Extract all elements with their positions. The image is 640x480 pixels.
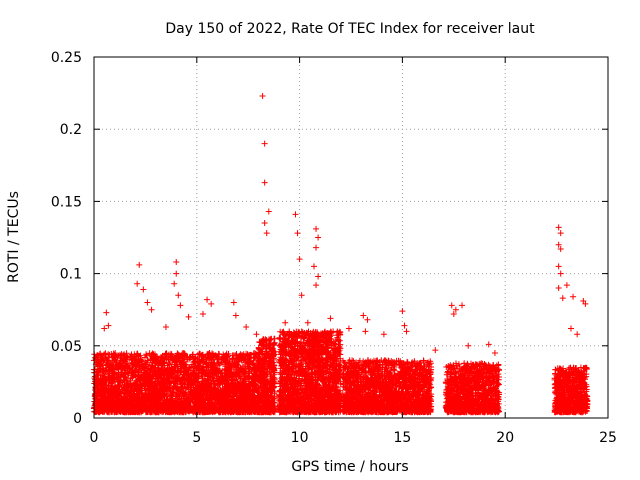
roti-point-cloud: [91, 328, 591, 416]
roti-point: [557, 270, 564, 277]
roti-point: [259, 92, 266, 99]
roti-point: [261, 179, 268, 186]
roti-point: [162, 324, 169, 331]
x-axis-label: GPS time / hours: [291, 459, 408, 475]
roti-point: [173, 270, 180, 277]
roti-point: [559, 295, 566, 302]
roti-point: [134, 280, 141, 287]
roti-point: [313, 282, 320, 289]
roti-point: [364, 316, 371, 323]
y-tick-label: 0.05: [51, 339, 82, 355]
roti-point: [345, 325, 352, 332]
data-points: [91, 92, 591, 416]
roti-point: [401, 322, 408, 329]
roti-point: [253, 331, 260, 338]
chart-title: Day 150 of 2022, Rate Of TEC Index for r…: [165, 21, 535, 37]
x-tick-label: 25: [599, 430, 617, 446]
x-tick-label: 10: [291, 430, 309, 446]
roti-point: [450, 311, 457, 318]
roti-point: [298, 292, 305, 299]
roti-point: [101, 325, 108, 332]
roti-point: [177, 302, 184, 309]
roti-point: [327, 315, 334, 322]
roti-point: [173, 259, 180, 266]
roti-point: [574, 331, 581, 338]
roti-point: [243, 324, 250, 331]
x-tick-label: 20: [496, 430, 514, 446]
roti-point: [313, 225, 320, 232]
gridlines: [94, 57, 608, 418]
roti-point: [261, 220, 268, 227]
x-tick-label: 15: [393, 430, 411, 446]
roti-point: [140, 286, 147, 293]
roti-point: [465, 342, 472, 349]
axis-ticks: 0 5 10 15 20 25 0 0.05 0.1 0.15 0.2 0.25: [51, 50, 617, 446]
roti-point: [491, 350, 498, 357]
y-tick-label: 0.15: [51, 194, 82, 210]
roti-point: [296, 256, 303, 263]
roti-point: [136, 261, 143, 268]
roti-point: [380, 331, 387, 338]
roti-point: [360, 312, 367, 319]
roti-point: [563, 282, 570, 289]
y-axis-label: ROTI / TECUs: [6, 191, 22, 283]
y-tick-label: 0.1: [60, 267, 82, 283]
roti-point: [403, 328, 410, 335]
roti-point: [304, 319, 311, 326]
roti-point: [555, 224, 562, 231]
roti-point: [567, 325, 574, 332]
roti-point: [315, 234, 322, 241]
y-tick-label: 0.2: [60, 122, 82, 138]
roti-point: [557, 230, 564, 237]
roti-point: [105, 322, 112, 329]
roti-point: [557, 246, 564, 253]
roti-point: [204, 296, 211, 303]
roti-point: [452, 306, 459, 313]
y-tick-label: 0.25: [51, 50, 82, 66]
roti-point: [103, 309, 110, 316]
plot-frame: [93, 56, 609, 419]
roti-point: [570, 293, 577, 300]
roti-point: [459, 302, 466, 309]
roti-point: [261, 140, 268, 147]
roti-point: [555, 241, 562, 248]
roti-point: [144, 299, 151, 306]
roti-point: [175, 292, 182, 299]
roti-point: [263, 230, 270, 237]
roti-point: [294, 230, 301, 237]
roti-point: [230, 299, 237, 306]
roti-point: [185, 313, 192, 320]
roti-point: [362, 328, 369, 335]
y-tick-label: 0: [73, 411, 82, 427]
roti-point: [582, 300, 589, 307]
roti-point: [399, 308, 406, 315]
x-tick-label: 0: [90, 430, 99, 446]
roti-point: [432, 347, 439, 354]
roti-point: [199, 311, 206, 318]
roti-point: [555, 263, 562, 270]
roti-point: [485, 341, 492, 348]
roti-point: [208, 300, 215, 307]
roti-point: [265, 208, 272, 215]
roti-point: [148, 306, 155, 313]
roti-point: [282, 319, 289, 326]
roti-point: [171, 280, 178, 287]
roti-point: [310, 263, 317, 270]
x-tick-label: 5: [192, 430, 201, 446]
roti-point: [292, 211, 299, 218]
roti-point: [232, 312, 239, 319]
roti-point: [313, 244, 320, 251]
roti-point: [315, 273, 322, 280]
roti-point: [555, 285, 562, 292]
roti-point: [448, 302, 455, 309]
